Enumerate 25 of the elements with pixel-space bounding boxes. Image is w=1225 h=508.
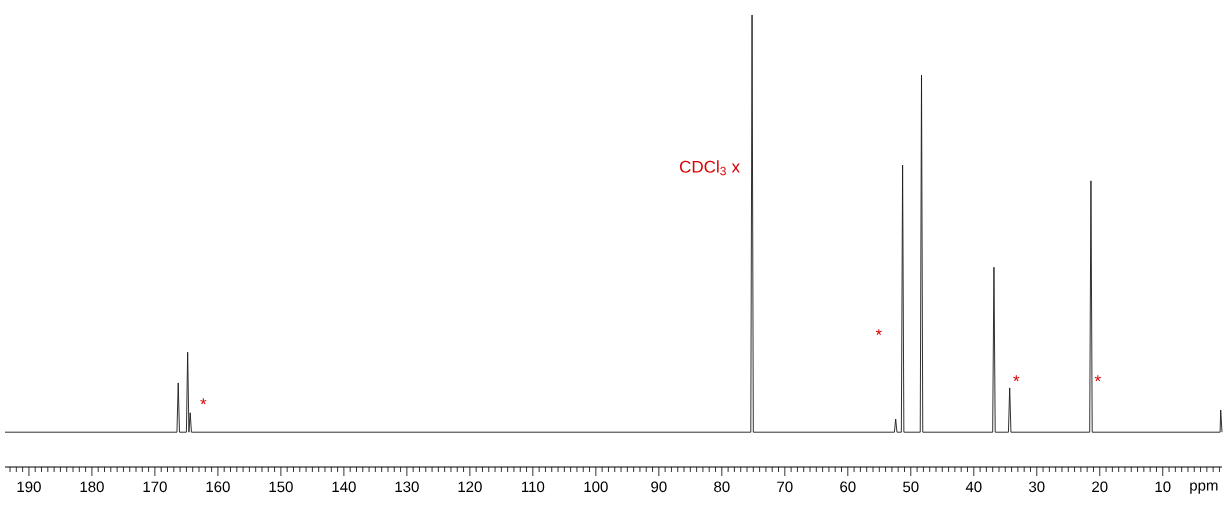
annotation: * [875, 329, 882, 336]
x-tick-label: 120 [458, 481, 482, 493]
x-tick-label: 190 [17, 481, 41, 493]
x-tick-label: 30 [1029, 481, 1045, 493]
x-tick-label: 110 [522, 481, 545, 493]
annotation: * [200, 398, 207, 405]
x-tick-label: 90 [651, 481, 667, 493]
x-tick-label: 20 [1092, 481, 1108, 493]
annotation: CDCl$_{3}$ x [680, 160, 740, 176]
x-tick-label: 70 [777, 481, 793, 493]
x-tick-label: 100 [584, 481, 608, 493]
x-tick-label: 80 [714, 481, 730, 493]
x-tick-label: 60 [840, 481, 856, 493]
x-tick-label: 160 [206, 481, 230, 493]
x-tick-label: 140 [332, 481, 356, 493]
x-axis-title: ppm [1190, 482, 1218, 494]
annotation: * [1013, 375, 1020, 382]
x-tick-label: 130 [395, 481, 419, 493]
x-tick-label: 10 [1155, 481, 1171, 493]
x-tick-label: 170 [143, 481, 167, 493]
x-tick-label: 150 [269, 481, 293, 493]
annotation: * [1094, 375, 1101, 382]
x-tick-label: 50 [903, 481, 919, 493]
x-tick-label: 40 [965, 481, 982, 493]
x-tick-label: 180 [80, 481, 104, 493]
